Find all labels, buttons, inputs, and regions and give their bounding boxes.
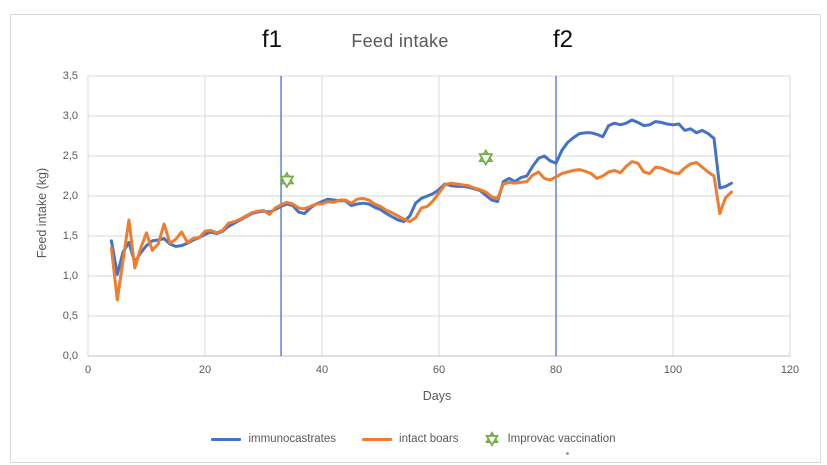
legend-label: intact boars [399,433,459,445]
legend-item-improvac: Improvac vaccination [484,431,616,447]
y-axis-title: Feed intake (kg) [35,167,49,259]
y-tick-label: 3,5 [62,70,78,82]
y-tick-label: 0,0 [62,350,78,362]
y-tick-label: 3,0 [62,110,78,122]
vaccination-star-icon [279,171,295,189]
star-triangle [478,153,494,167]
orange-line-swatch [362,437,393,441]
x-tick-label: 80 [549,364,563,376]
x-tick-label: 0 [84,364,92,376]
x-axis-title: Days [422,389,452,403]
star-triangle [485,435,500,447]
annotation-label-f2: f2 [552,26,573,53]
vaccination-star-icon [478,148,494,167]
y-tick-label: 0,5 [62,310,78,322]
x-tick-label: 20 [198,364,212,376]
x-tick-label: 120 [780,364,800,376]
y-tick-label: 2,0 [62,190,78,202]
series-line-immunocastrates [109,118,733,276]
legend-item-immunocastrates: immunocastrates [211,433,336,445]
x-tick-label: 60 [432,364,446,376]
chart-title: Feed intake [351,31,449,51]
legend-item-intact-boars: intact boars [362,433,458,445]
star-triangle [279,175,295,189]
x-tick-label: 40 [315,364,329,376]
y-tick-label: 1,5 [62,230,78,242]
y-tick-label: 2,5 [62,150,78,162]
x-tick-label: 100 [663,364,683,376]
chart-legend: immunocastrates intact boars Improvac va… [0,431,827,447]
series-line-intact-boars [109,160,733,302]
y-tick-label: 1,0 [62,270,78,282]
stray-dot-artifact [566,452,569,455]
legend-label: Improvac vaccination [507,433,616,445]
annotation-label-f1: f1 [261,26,282,53]
legend-label: immunocastrates [248,433,337,445]
vaccination-star-icon [485,431,500,447]
blue-line-swatch [211,437,242,441]
star-icon [485,431,500,447]
